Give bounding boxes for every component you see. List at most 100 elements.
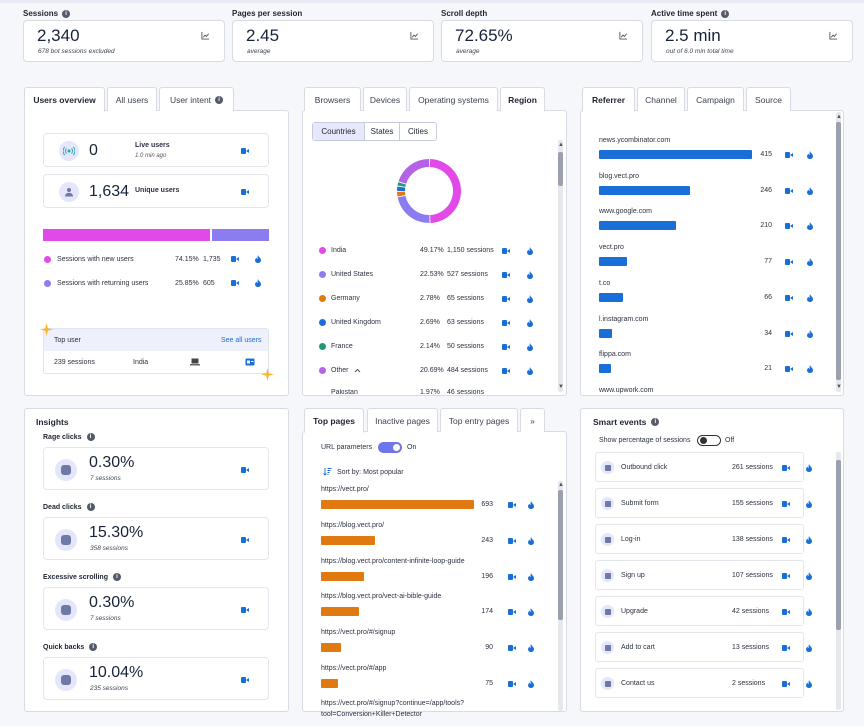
flame-icon[interactable] [806,608,812,616]
flame-icon[interactable] [528,644,534,653]
scroll-up-arrow[interactable]: ▲ [836,114,842,120]
page-url[interactable]: https://blog.vect.pro/vect-ai-bible-guid… [321,593,442,601]
flame-icon[interactable] [255,279,261,287]
region-name[interactable]: Other [331,367,349,374]
region-name[interactable]: India [331,247,347,254]
referrer-name[interactable]: l.instagram.com [599,315,649,323]
flame-icon[interactable] [527,247,533,255]
video-icon[interactable] [782,609,790,615]
flame-icon[interactable] [255,255,261,263]
info-icon[interactable]: i [86,433,95,441]
smart-event-row[interactable]: Submit form 155 sessions [595,488,812,518]
tab-top-pages[interactable]: Top pages [304,408,364,433]
video-icon[interactable] [782,645,790,651]
page-url[interactable]: https://blog.vect.pro/ [321,521,385,529]
smart-scroll-thumb[interactable] [836,460,841,630]
flame-icon[interactable] [527,295,533,303]
referrer-name[interactable]: www.google.com [599,208,652,216]
video-icon[interactable] [508,537,516,544]
flame-icon[interactable] [527,367,533,375]
info-icon[interactable]: i [86,503,95,511]
video-icon[interactable] [785,187,793,194]
tab-source[interactable]: Source [746,87,791,111]
info-icon[interactable]: i [112,573,121,581]
donut-slice-2[interactable] [397,191,406,197]
info-icon[interactable]: i [215,95,224,104]
flame-icon[interactable] [806,536,812,544]
info-icon[interactable]: i [62,9,71,18]
video-icon[interactable] [241,467,249,473]
tab-inactive-pages[interactable]: Inactive pages [367,408,438,432]
tab-campaign[interactable]: Campaign [687,87,744,111]
pages-scroll-thumb[interactable] [558,490,563,620]
tab-top-entry-pages[interactable]: Top entry pages [440,408,518,432]
chevron-up-icon[interactable] [354,368,361,373]
page-url[interactable]: https://vect.pro/#/app [321,665,387,672]
tab-region[interactable]: Region [500,87,545,112]
referrer-scroll-thumb[interactable] [836,122,841,380]
flame-icon[interactable] [528,608,534,617]
flame-icon[interactable] [528,501,534,509]
page-url[interactable]: https://vect.pro/ [321,486,369,493]
referrer-name[interactable]: t.co [599,279,611,287]
smart-event-row[interactable]: Add to cart 13 sessions [595,632,812,662]
info-icon[interactable]: i [651,418,660,426]
tab-user-intent[interactable]: User intent i [159,87,234,111]
video-icon[interactable] [785,223,793,230]
referrer-name[interactable]: blog.vect.pro [599,172,640,180]
trend-chart-icon[interactable] [829,31,838,40]
video-icon[interactable] [502,296,510,302]
page-url[interactable]: https://blog.vect.pro/content-infinite-l… [321,557,465,565]
info-icon[interactable]: i [89,643,98,651]
insight-card[interactable]: 0.30% 7 sessions [43,587,269,630]
subtab-cities[interactable]: Cities [407,127,428,136]
insight-card[interactable]: 0.30% 7 sessions [43,447,269,490]
region-scroll-thumb[interactable] [558,152,563,186]
tab-users-overview[interactable]: Users overview [24,87,105,112]
video-icon[interactable] [502,248,510,254]
flame-icon[interactable] [527,343,533,351]
sort-label[interactable]: Sort by: Most popular [337,469,404,476]
video-icon[interactable] [502,320,510,326]
flame-icon[interactable] [528,572,534,581]
referrer-name[interactable]: flippa.com [599,351,631,359]
region-name[interactable]: United States [331,271,374,278]
video-icon[interactable] [508,573,516,580]
flame-icon[interactable] [807,186,813,195]
donut-slice-4[interactable] [397,182,406,187]
subtab-states[interactable]: States [365,123,400,140]
scroll-up-arrow[interactable]: ▲ [558,142,564,148]
tab-all-users[interactable]: All users [107,87,157,111]
region-name[interactable]: United Kingdom [331,319,381,326]
trend-chart-icon[interactable] [410,31,419,40]
scroll-up-arrow[interactable]: ▲ [558,482,564,488]
trend-chart-icon[interactable] [619,31,628,40]
region-scrollbar[interactable] [558,140,563,392]
donut-slice-5[interactable] [398,159,430,184]
video-icon[interactable] [241,607,249,613]
sort-icon[interactable] [323,467,332,476]
flame-icon[interactable] [527,319,533,327]
scroll-down-arrow[interactable]: ▼ [558,384,564,390]
video-icon[interactable] [782,573,790,579]
flame-icon[interactable] [806,680,812,688]
tab-channel[interactable]: Channel [637,87,685,111]
subtab-countries[interactable]: Countries [313,123,365,140]
url-params-toggle[interactable] [378,442,402,453]
insight-card[interactable]: 15.30% 358 sessions [43,517,269,560]
flame-icon[interactable] [528,680,534,688]
smart-event-row[interactable]: Contact us 2 sessions [595,668,812,698]
info-icon[interactable]: i [721,9,730,18]
video-icon[interactable] [785,259,793,266]
video-icon[interactable] [231,256,239,262]
smart-event-row[interactable]: Log-in 138 sessions [595,524,812,554]
see-all-users-link[interactable]: See all users [221,337,262,344]
flame-icon[interactable] [528,536,534,545]
video-icon[interactable] [231,280,239,286]
video-icon[interactable] [241,677,249,683]
tab-browsers[interactable]: Browsers [304,87,361,111]
video-icon[interactable] [785,366,793,373]
insight-card[interactable]: 10.04% 235 sessions [43,657,269,700]
flame-icon[interactable] [527,271,533,279]
flame-icon[interactable] [807,258,813,267]
